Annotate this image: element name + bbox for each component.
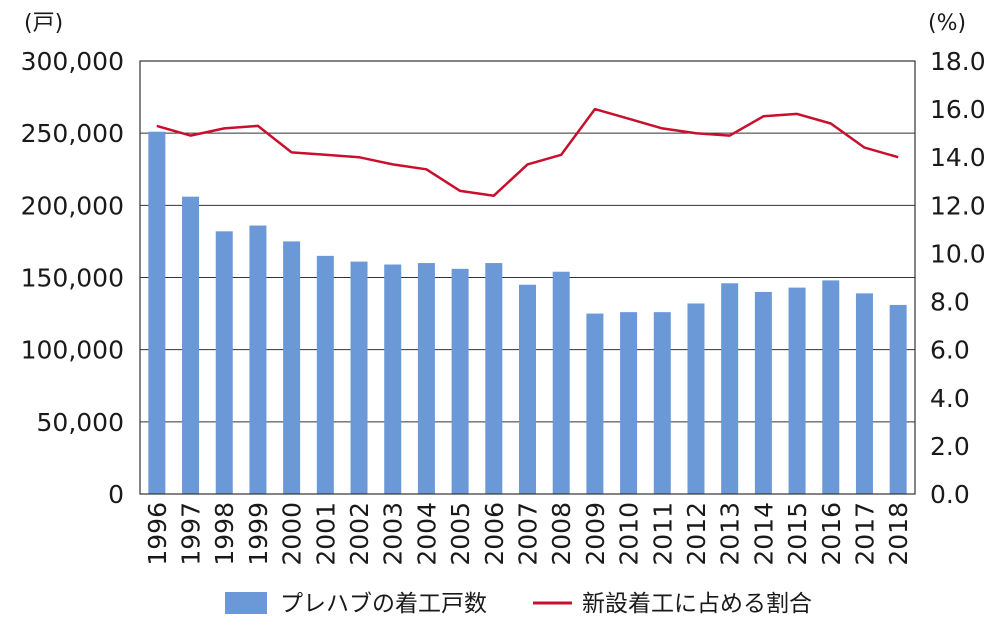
x-axis-tick-label: 2002 — [345, 502, 374, 566]
left-axis-tick-label: 200,000 — [21, 191, 124, 220]
x-axis-tick-label: 2008 — [547, 502, 576, 566]
right-axis-tick-label: 12.0 — [930, 191, 986, 220]
plot-area-frame — [139, 60, 916, 495]
right-axis-tick-label: 16.0 — [930, 95, 986, 124]
left-axis-tick-label: 50,000 — [37, 408, 124, 437]
bar — [316, 255, 334, 494]
bar — [855, 293, 873, 494]
x-axis-tick-label: 2018 — [884, 502, 913, 566]
x-axis-tick-label: 2010 — [615, 502, 644, 566]
x-axis-tick-label: 2006 — [480, 502, 509, 566]
right-axis-tick-label: 10.0 — [930, 239, 986, 268]
x-axis-ticks: 1996 1997 1998 1999 2000 2001 2002 2003 2004 2005… — [143, 502, 913, 566]
x-axis-tick-label: 2003 — [379, 502, 408, 566]
bar — [350, 261, 368, 494]
left-axis-ticks: 0 50,000 100,000 150,000 200,000 250,000 300,0… — [21, 47, 124, 509]
right-axis-tick-label: 0.0 — [930, 480, 970, 509]
bar — [451, 268, 469, 494]
right-axis-tick-label: 18.0 — [930, 47, 986, 76]
x-axis-tick-label: 2015 — [783, 502, 812, 566]
right-axis-tick-label: 8.0 — [930, 288, 970, 317]
right-axis-tick-label: 4.0 — [930, 384, 970, 413]
bar — [754, 291, 772, 494]
x-axis-tick-label: 2012 — [682, 502, 711, 566]
x-axis-tick-label: 2007 — [514, 502, 543, 566]
bar — [485, 263, 503, 494]
bar — [721, 283, 739, 494]
x-axis-tick-label: 2014 — [749, 502, 778, 566]
bar — [182, 196, 200, 494]
bar — [889, 304, 907, 494]
x-axis-tick-label: 1997 — [177, 502, 206, 566]
x-axis-tick-label: 2009 — [581, 502, 610, 566]
bar — [148, 131, 166, 494]
bar — [552, 271, 570, 494]
x-axis-tick-label: 2001 — [311, 502, 340, 566]
bar — [283, 241, 301, 494]
bar — [249, 225, 267, 495]
x-axis-tick-label: 1998 — [210, 502, 239, 566]
x-axis-tick-label: 2004 — [412, 502, 441, 566]
left-axis-tick-label: 0 — [108, 480, 124, 509]
bar — [586, 313, 604, 494]
left-axis-tick-label: 150,000 — [21, 264, 124, 293]
bar — [653, 312, 671, 494]
legend-bar-label: プレハブの着工戸数 — [280, 591, 487, 617]
x-axis-tick-label: 1996 — [143, 502, 172, 566]
bar — [620, 312, 638, 494]
x-axis-tick-label: 2017 — [850, 502, 879, 566]
left-axis-tick-label: 300,000 — [21, 47, 124, 76]
left-axis-tick-label: 250,000 — [21, 119, 124, 148]
bar — [788, 287, 806, 494]
legend-line-label: 新設着工に占める割合 — [582, 591, 812, 617]
right-axis-ticks: 0.0 2.0 4.0 6.0 8.0 10.0 12.0 14.0 16.0 18.0 — [930, 47, 986, 509]
left-axis-unit: (戸) — [24, 11, 63, 36]
x-axis-tick-label: 2016 — [817, 502, 846, 566]
x-axis-tick-label: 2011 — [648, 502, 677, 566]
right-axis-tick-label: 2.0 — [930, 432, 970, 461]
right-axis-tick-label: 6.0 — [930, 336, 970, 365]
bar — [384, 264, 402, 494]
right-axis-unit: (%) — [928, 11, 966, 36]
bar — [215, 231, 233, 494]
x-axis-tick-label: 2013 — [716, 502, 745, 566]
ratio-line — [156, 107, 899, 197]
bar — [519, 284, 536, 494]
legend: プレハブの着工戸数 新設着工に占める割合 — [225, 591, 812, 617]
bar-series — [148, 131, 907, 495]
right-axis-tick-label: 14.0 — [930, 143, 986, 172]
bar — [417, 263, 435, 494]
bar — [822, 280, 840, 494]
x-axis-tick-label: 2005 — [446, 502, 475, 566]
left-axis-tick-label: 100,000 — [21, 336, 124, 365]
x-axis-tick-label: 2000 — [278, 502, 307, 566]
line-series — [156, 107, 899, 197]
bar — [687, 303, 705, 494]
legend-bar-swatch — [225, 592, 267, 614]
x-axis-tick-label: 1999 — [244, 502, 273, 566]
